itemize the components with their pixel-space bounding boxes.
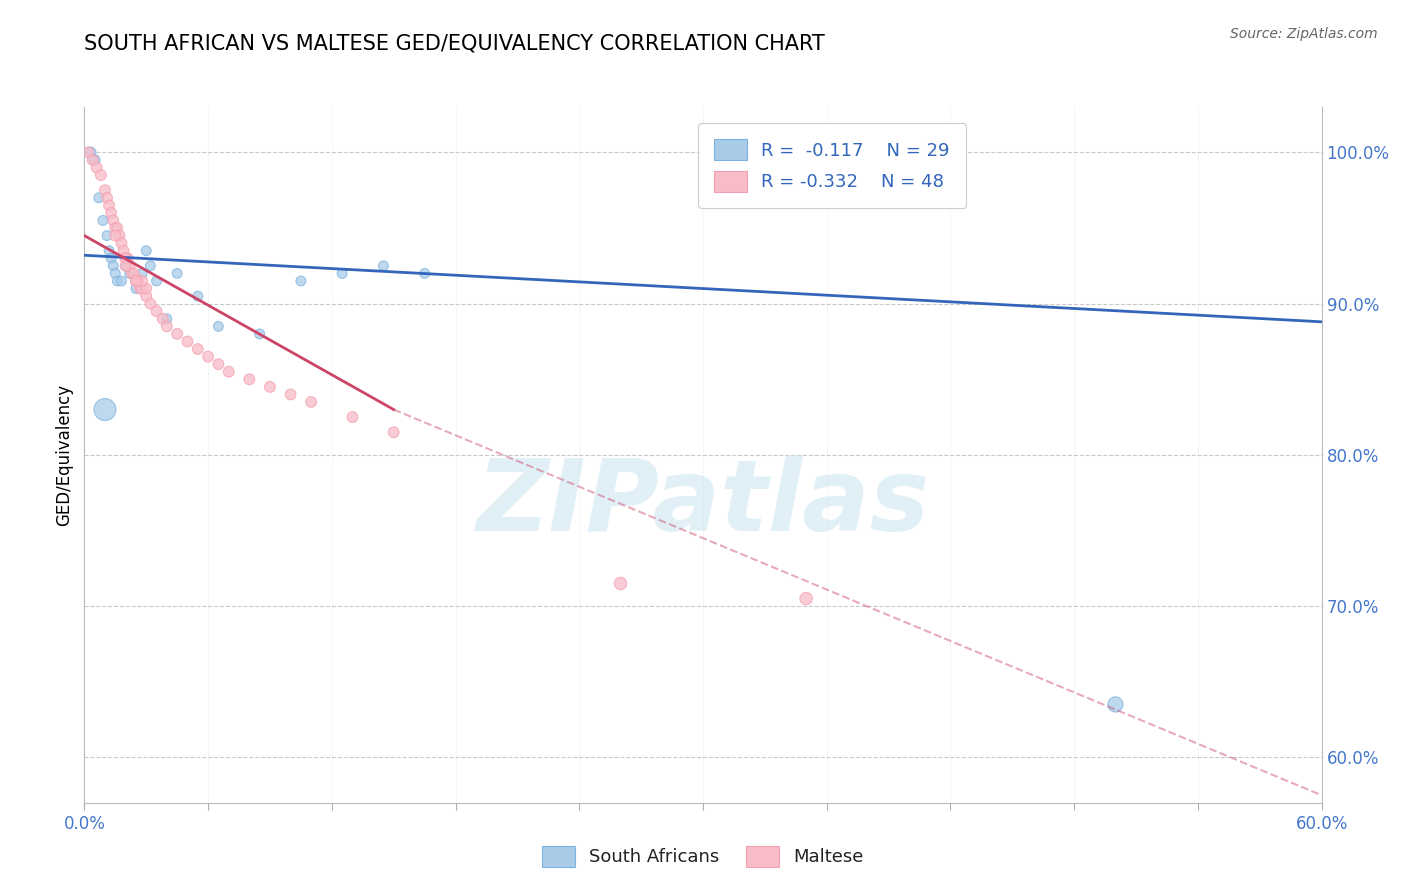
Point <box>290 274 312 288</box>
Point <box>96 191 118 205</box>
Point <box>280 387 302 401</box>
Point <box>91 213 114 227</box>
Point <box>121 267 143 281</box>
Point <box>129 281 152 295</box>
Point <box>108 228 131 243</box>
Point <box>104 221 127 235</box>
Text: SOUTH AFRICAN VS MALTESE GED/EQUIVALENCY CORRELATION CHART: SOUTH AFRICAN VS MALTESE GED/EQUIVALENCY… <box>84 34 825 54</box>
Legend: South Africans, Maltese: South Africans, Maltese <box>534 838 872 874</box>
Point <box>122 267 145 281</box>
Point <box>156 311 179 326</box>
Point <box>112 244 135 258</box>
Point <box>105 274 128 288</box>
Point <box>96 228 118 243</box>
Point <box>83 153 105 167</box>
Point <box>135 244 157 258</box>
Point <box>207 357 229 371</box>
Point <box>238 372 260 386</box>
Point <box>103 259 125 273</box>
Point <box>103 213 125 227</box>
Point <box>100 252 122 266</box>
Point <box>86 161 108 175</box>
Point <box>104 228 127 243</box>
Y-axis label: GED/Equivalency: GED/Equivalency <box>55 384 73 526</box>
Point <box>110 236 132 251</box>
Point <box>249 326 271 341</box>
Point <box>87 191 110 205</box>
Point <box>166 267 188 281</box>
Text: ZIPatlas: ZIPatlas <box>477 455 929 552</box>
Point <box>127 274 149 288</box>
Point <box>114 259 136 273</box>
Point <box>1104 698 1126 712</box>
Point <box>117 252 139 266</box>
Point <box>139 259 162 273</box>
Point <box>382 425 405 440</box>
Point <box>104 267 127 281</box>
Point <box>259 380 281 394</box>
Point <box>176 334 198 349</box>
Point <box>152 311 174 326</box>
Point <box>94 402 117 417</box>
Point <box>79 145 101 160</box>
Point <box>135 289 157 303</box>
Point <box>197 350 219 364</box>
Point <box>125 274 148 288</box>
Point <box>114 252 136 266</box>
Point <box>110 274 132 288</box>
Point <box>125 274 148 288</box>
Point <box>131 281 153 295</box>
Point <box>187 342 209 356</box>
Point <box>330 267 353 281</box>
Point <box>166 326 188 341</box>
Point <box>299 395 322 409</box>
Point <box>77 145 100 160</box>
Point <box>609 576 631 591</box>
Point <box>145 274 167 288</box>
Text: Source: ZipAtlas.com: Source: ZipAtlas.com <box>1230 27 1378 41</box>
Point <box>187 289 209 303</box>
Point <box>207 319 229 334</box>
Point <box>82 153 104 167</box>
Point <box>105 221 128 235</box>
Point <box>794 591 817 606</box>
Point <box>94 183 117 197</box>
Point <box>118 267 141 281</box>
Point <box>90 168 112 182</box>
Point <box>156 319 179 334</box>
Point <box>125 281 148 295</box>
Point <box>218 365 240 379</box>
Point <box>131 274 153 288</box>
Point <box>135 281 157 295</box>
Point <box>139 296 162 310</box>
Point <box>114 259 136 273</box>
Point <box>98 198 121 212</box>
Point <box>100 206 122 220</box>
Point <box>145 304 167 318</box>
Point <box>131 267 153 281</box>
Point <box>373 259 395 273</box>
Point <box>342 410 364 425</box>
Point <box>118 259 141 273</box>
Point <box>114 252 136 266</box>
Point <box>413 267 436 281</box>
Point <box>98 244 121 258</box>
